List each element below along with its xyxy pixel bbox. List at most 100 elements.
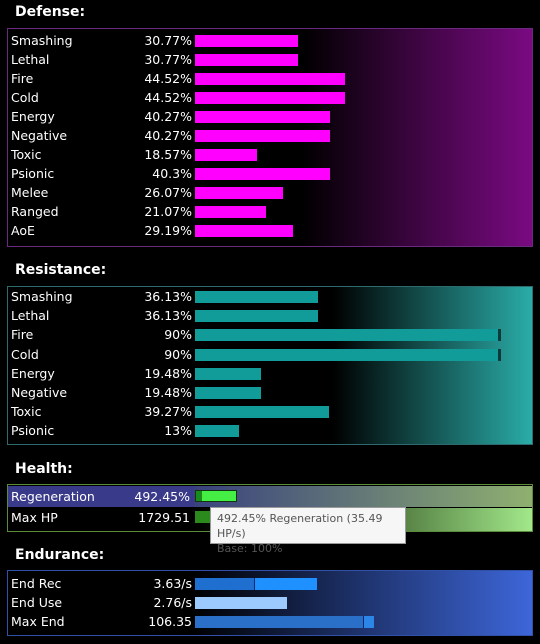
stat-value: 36.13% (144, 308, 192, 324)
stat-label: Psionic (11, 423, 55, 439)
stat-value: 1729.51 (138, 510, 190, 525)
regeneration-bar-base (196, 491, 202, 501)
stat-bar-toxic[interactable] (195, 406, 329, 419)
stat-row-smashing[interactable]: Smashing 36.13% (8, 287, 532, 306)
stat-row-regeneration[interactable]: Regeneration 492.45% (8, 487, 532, 506)
stat-row-end-rec[interactable]: End Rec 3.63/s (8, 574, 532, 593)
stat-value: 18.57% (144, 147, 192, 162)
stat-value: 36.13% (144, 289, 192, 304)
stat-value: 492.45% (134, 489, 190, 504)
resistance-panel: Smashing 36.13% Lethal 36.13% Fire 90% Cold 90%… (7, 286, 533, 445)
stat-label: Toxic (11, 147, 42, 162)
stat-value: 21.07% (144, 204, 192, 219)
stat-label: Lethal (11, 52, 50, 67)
stat-bar-fire[interactable] (195, 329, 501, 342)
stat-label: Ranged (11, 204, 59, 219)
regeneration-bar-track (194, 486, 532, 507)
stat-label: Lethal (11, 308, 50, 324)
max-end-bar[interactable] (195, 616, 374, 628)
stat-row-toxic[interactable]: Toxic 18.57% (8, 145, 532, 164)
stat-row-toxic[interactable]: Toxic 39.27% (8, 402, 532, 421)
stat-label: Fire (11, 327, 34, 343)
end-use-bar[interactable] (195, 597, 287, 609)
stat-label: Psionic (11, 166, 55, 181)
stat-label: Max HP (11, 510, 58, 525)
stat-value: 19.48% (144, 385, 192, 400)
stat-label: Smashing (11, 33, 73, 48)
stat-row-psionic[interactable]: Psionic 13% (8, 421, 532, 440)
tooltip-line-1: 492.45% Regeneration (35.49 HP/s) (217, 512, 383, 540)
stat-bar-lethal[interactable] (195, 54, 298, 66)
stat-bar-toxic[interactable] (195, 149, 257, 161)
stat-label: AoE (11, 223, 35, 238)
stat-row-cold[interactable]: Cold 90% (8, 345, 532, 364)
stat-label: Energy (11, 365, 55, 381)
end-rec-bar-base (195, 578, 255, 590)
stat-label: End Rec (11, 576, 62, 591)
stat-row-energy[interactable]: Energy 40.27% (8, 107, 532, 126)
stat-label: End Use (11, 595, 63, 610)
stat-value: 30.77% (144, 52, 192, 67)
stat-value: 13% (164, 423, 192, 439)
stat-row-lethal[interactable]: Lethal 30.77% (8, 50, 532, 69)
stat-row-melee[interactable]: Melee 26.07% (8, 183, 532, 202)
stat-bar-psionic[interactable] (195, 168, 330, 180)
stat-bar-cold[interactable] (195, 92, 345, 104)
stat-bar-smashing[interactable] (195, 291, 318, 303)
stat-row-lethal[interactable]: Lethal 36.13% (8, 306, 532, 325)
stat-bar-melee[interactable] (195, 187, 283, 199)
stat-row-psionic[interactable]: Psionic 40.3% (8, 164, 532, 183)
stat-bar-aoe[interactable] (195, 225, 293, 237)
defense-panel: Smashing 30.77% Lethal 30.77% Fire 44.52% Cold… (7, 28, 533, 247)
stat-label: Max End (11, 614, 65, 629)
stat-label: Smashing (11, 289, 73, 304)
stat-value: 29.19% (144, 223, 192, 238)
stat-bar-negative[interactable] (195, 130, 330, 142)
stat-row-ranged[interactable]: Ranged 21.07% (8, 202, 532, 221)
stat-label: Cold (11, 90, 39, 105)
stat-value: 106.35 (148, 614, 192, 629)
stat-label: Fire (11, 71, 34, 86)
stat-row-negative[interactable]: Negative 19.48% (8, 383, 532, 402)
stat-value: 2.76/s (153, 595, 192, 610)
max-end-bar-base (195, 616, 364, 628)
stat-row-aoe[interactable]: AoE 29.19% (8, 221, 532, 240)
stat-value: 40.27% (144, 128, 192, 143)
stat-bar-cold[interactable] (195, 348, 501, 361)
defense-title: Defense: (15, 4, 86, 20)
stat-bar-lethal[interactable] (195, 310, 318, 323)
stat-value: 30.77% (144, 33, 192, 48)
stat-row-max-end[interactable]: Max End 106.35 (8, 612, 532, 631)
stat-row-negative[interactable]: Negative 40.27% (8, 126, 532, 145)
regeneration-bar[interactable] (195, 490, 237, 502)
stat-row-energy[interactable]: Energy 19.48% (8, 364, 532, 383)
stat-value: 90% (164, 346, 192, 362)
stat-value: 40.27% (144, 109, 192, 124)
stat-label: Cold (11, 346, 39, 362)
stat-label: Energy (11, 109, 55, 124)
resistance-title: Resistance: (15, 262, 107, 278)
stat-bar-ranged[interactable] (195, 206, 266, 218)
stat-value: 44.52% (144, 90, 192, 105)
endurance-panel: End Rec 3.63/s End Use 2.76/s Max End 10… (7, 570, 533, 636)
stat-row-fire[interactable]: Fire 44.52% (8, 69, 532, 88)
stat-bar-negative[interactable] (195, 387, 261, 399)
tooltip-line-2: Base: 100% (217, 542, 283, 555)
stat-bar-psionic[interactable] (195, 425, 239, 438)
stat-row-end-use[interactable]: End Use 2.76/s (8, 593, 532, 612)
end-rec-bar[interactable] (195, 578, 317, 590)
stat-value: 44.52% (144, 71, 192, 86)
stat-label: Negative (11, 385, 68, 400)
stat-row-fire[interactable]: Fire 90% (8, 325, 532, 344)
stat-bar-fire[interactable] (195, 73, 345, 85)
health-panel: Regeneration 492.45% Max HP 1729.51 (7, 484, 533, 532)
stat-row-cold[interactable]: Cold 44.52% (8, 88, 532, 107)
stat-label: Negative (11, 128, 68, 143)
health-title: Health: (15, 461, 73, 477)
stat-bar-energy[interactable] (195, 367, 261, 380)
stat-bar-energy[interactable] (195, 111, 330, 123)
stat-value: 90% (164, 327, 192, 343)
stat-value: 40.3% (152, 166, 192, 181)
stat-bar-smashing[interactable] (195, 35, 298, 47)
stat-row-smashing[interactable]: Smashing 30.77% (8, 31, 532, 50)
